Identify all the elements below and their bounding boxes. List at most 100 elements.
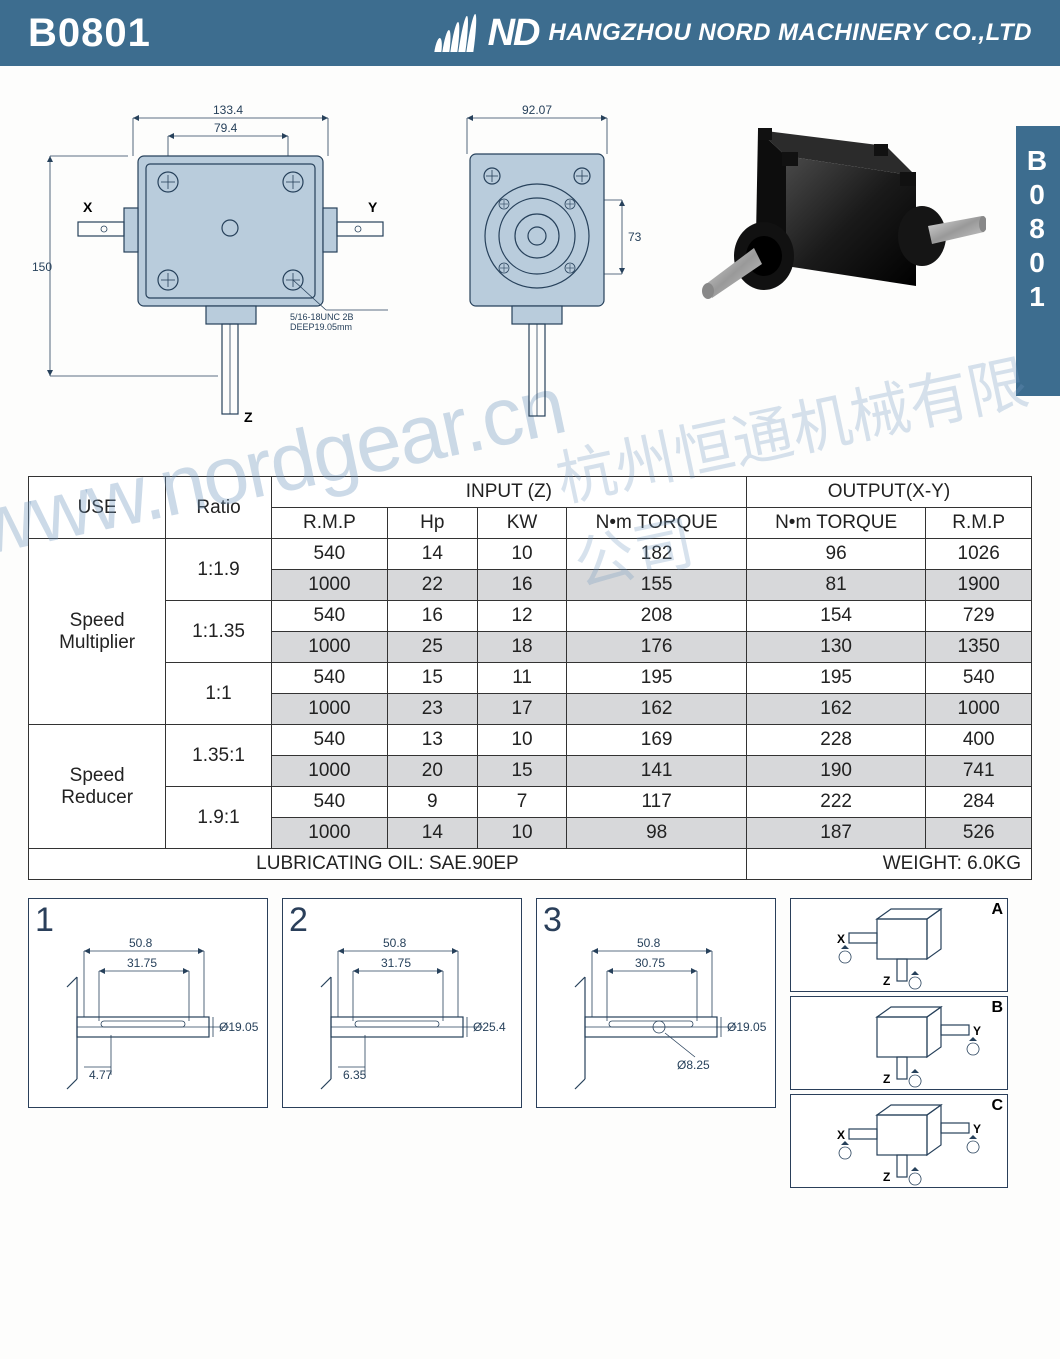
side-tab-char: 0 xyxy=(1029,247,1047,279)
drawings-area: 133.4 79.4 150 xyxy=(0,66,1060,476)
logo-stripes-icon xyxy=(434,14,478,52)
cell-rmp_out: 741 xyxy=(926,756,1032,787)
footer-oil: LUBRICATING OIL: SAE.90EP xyxy=(29,849,747,880)
cell-kw: 10 xyxy=(477,818,567,849)
svg-text:Z: Z xyxy=(883,974,890,988)
dim-92-07: 92.07 xyxy=(522,103,552,117)
cell-t_out: 130 xyxy=(746,632,925,663)
cell-t_out: 162 xyxy=(746,694,925,725)
cell-hp: 13 xyxy=(387,725,477,756)
shaft-detail-2: 2 50.8 31.75 Ø25.4 xyxy=(282,898,522,1108)
cell-hp: 16 xyxy=(387,601,477,632)
spec-table: USE Ratio INPUT (Z) OUTPUT(X-Y) R.M.P Hp… xyxy=(0,476,1060,880)
cell-hp: 22 xyxy=(387,570,477,601)
shaft-detail-1: 1 50.8 31.75 Ø19.05 xyxy=(28,898,268,1108)
cell-hp: 23 xyxy=(387,694,477,725)
side-tab-char: B xyxy=(1027,145,1049,177)
cell-t_out: 81 xyxy=(746,570,925,601)
th-torque-in: N•m TORQUE xyxy=(567,508,746,539)
cell-kw: 7 xyxy=(477,787,567,818)
ratio-cell: 1:1.9 xyxy=(166,539,272,601)
cell-kw: 12 xyxy=(477,601,567,632)
use-cell: SpeedReducer xyxy=(29,725,166,849)
svg-text:Z: Z xyxy=(883,1170,890,1184)
th-torque-out: N•m TORQUE xyxy=(746,508,925,539)
cell-t_out: 222 xyxy=(746,787,925,818)
dim-150: 150 xyxy=(32,260,52,274)
svg-text:X: X xyxy=(837,1128,845,1142)
ratio-cell: 1:1 xyxy=(166,663,272,725)
th-use: USE xyxy=(29,477,166,539)
cell-rmp: 1000 xyxy=(271,756,387,787)
product-photo xyxy=(676,96,996,396)
front-view-drawing: 133.4 79.4 150 xyxy=(28,96,398,476)
svg-text:30.75: 30.75 xyxy=(635,956,665,970)
cell-kw: 18 xyxy=(477,632,567,663)
company-block: ND HANGZHOU NORD MACHINERY CO.,LTD xyxy=(437,12,1032,55)
cell-t_out: 96 xyxy=(746,539,925,570)
config-B: B Y Z xyxy=(790,996,1008,1090)
cell-t_in: 98 xyxy=(567,818,746,849)
cell-t_in: 208 xyxy=(567,601,746,632)
header-bar: B0801 ND HANGZHOU NORD MACHINERY CO.,LTD xyxy=(0,0,1060,66)
cell-rmp: 540 xyxy=(271,725,387,756)
th-rmp-out: R.M.P xyxy=(926,508,1032,539)
svg-text:50.8: 50.8 xyxy=(637,936,661,950)
cell-t_in: 162 xyxy=(567,694,746,725)
thread-note-2: DEEP19.05mm xyxy=(290,322,352,332)
svg-text:Y: Y xyxy=(973,1024,981,1038)
cell-t_in: 141 xyxy=(567,756,746,787)
cell-kw: 17 xyxy=(477,694,567,725)
th-input: INPUT (Z) xyxy=(271,477,746,508)
side-tab-char: 0 xyxy=(1029,179,1047,211)
cell-rmp_out: 1350 xyxy=(926,632,1032,663)
svg-text:Ø8.25: Ø8.25 xyxy=(677,1058,710,1072)
cell-t_in: 176 xyxy=(567,632,746,663)
th-output: OUTPUT(X-Y) xyxy=(746,477,1031,508)
cell-rmp_out: 1026 xyxy=(926,539,1032,570)
dim-73: 73 xyxy=(628,230,642,244)
cell-kw: 11 xyxy=(477,663,567,694)
cell-hp: 15 xyxy=(387,663,477,694)
side-view-drawing: 92.07 xyxy=(422,96,652,476)
page: B0801 ND HANGZHOU NORD MACHINERY CO.,LTD… xyxy=(0,0,1060,1218)
cell-rmp: 1000 xyxy=(271,694,387,725)
svg-text:6.35: 6.35 xyxy=(343,1068,367,1082)
cell-t_out: 228 xyxy=(746,725,925,756)
cell-kw: 15 xyxy=(477,756,567,787)
svg-text:Ø25.4: Ø25.4 xyxy=(473,1020,506,1034)
cell-rmp_out: 540 xyxy=(926,663,1032,694)
cell-rmp: 1000 xyxy=(271,570,387,601)
cell-hp: 14 xyxy=(387,818,477,849)
cell-hp: 9 xyxy=(387,787,477,818)
svg-text:Ø19.05: Ø19.05 xyxy=(219,1020,259,1034)
th-hp: Hp xyxy=(387,508,477,539)
cell-t_out: 190 xyxy=(746,756,925,787)
svg-text:Z: Z xyxy=(883,1072,890,1086)
label-y: Y xyxy=(368,199,378,215)
cell-t_in: 117 xyxy=(567,787,746,818)
svg-text:31.75: 31.75 xyxy=(127,956,157,970)
shaft-detail-area: 1 50.8 31.75 Ø19.05 xyxy=(0,880,1060,1218)
cell-t_in: 169 xyxy=(567,725,746,756)
shaft-detail-3: 3 50.8 30.75 Ø19.05 xyxy=(536,898,776,1108)
svg-text:Y: Y xyxy=(973,1122,981,1136)
th-kw: KW xyxy=(477,508,567,539)
ratio-cell: 1:1.35 xyxy=(166,601,272,663)
side-tab: B 0 8 0 1 xyxy=(1016,126,1060,396)
cell-t_out: 195 xyxy=(746,663,925,694)
logo-text: ND xyxy=(488,12,539,55)
cell-rmp: 1000 xyxy=(271,632,387,663)
side-tab-char: 8 xyxy=(1029,213,1047,245)
svg-text:4.77: 4.77 xyxy=(89,1068,113,1082)
svg-text:31.75: 31.75 xyxy=(381,956,411,970)
dim-79-4: 79.4 xyxy=(214,121,238,135)
cell-rmp_out: 1000 xyxy=(926,694,1032,725)
cell-kw: 16 xyxy=(477,570,567,601)
config-A: A X Z xyxy=(790,898,1008,992)
cell-hp: 25 xyxy=(387,632,477,663)
th-rmp: R.M.P xyxy=(271,508,387,539)
footer-weight: WEIGHT: 6.0KG xyxy=(746,849,1031,880)
label-z: Z xyxy=(244,409,253,425)
model-number: B0801 xyxy=(28,11,151,56)
